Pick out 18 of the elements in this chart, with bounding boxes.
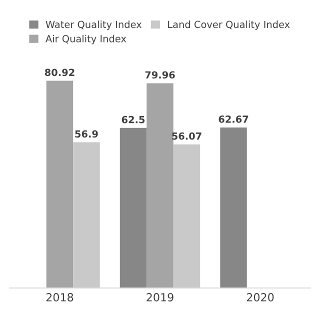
bar [120, 128, 147, 288]
bar [173, 144, 200, 288]
legend-label: Air Quality Index [46, 34, 126, 44]
bar [46, 80, 74, 288]
bar [73, 142, 100, 288]
data-label: 62.5 [122, 116, 145, 124]
data-label: 56.07 [172, 132, 202, 140]
x-tick-label: 2018 [46, 293, 74, 302]
data-label: 56.9 [75, 130, 98, 138]
data-label: 80.92 [44, 68, 74, 76]
bar [146, 83, 174, 288]
data-label: 79.96 [145, 71, 175, 79]
bar [220, 128, 247, 288]
legend-label: Land Cover Quality Index [168, 20, 290, 30]
x-tick-label: 2020 [246, 293, 274, 302]
x-tick-label: 2019 [146, 293, 174, 302]
legend-label: Water Quality Index [46, 20, 142, 30]
data-label: 62.67 [218, 115, 248, 123]
